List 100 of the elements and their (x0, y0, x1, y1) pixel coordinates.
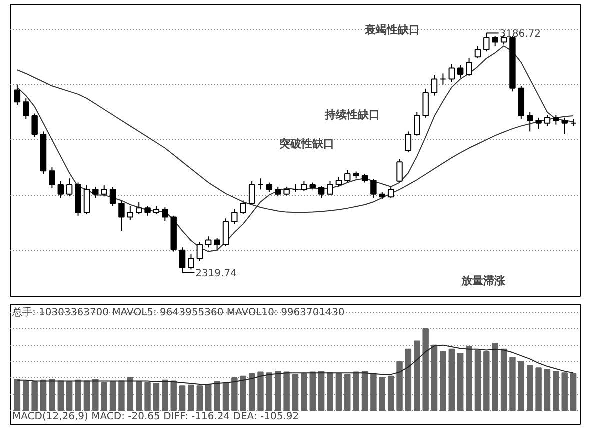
candlestick (110, 186, 116, 207)
bar (440, 351, 446, 412)
bar (379, 377, 386, 412)
bar (214, 382, 220, 412)
candlestick (66, 178, 73, 198)
bar (536, 368, 542, 412)
bar (484, 351, 490, 412)
candlestick (327, 180, 334, 196)
candlestick (206, 236, 212, 248)
candlestick (344, 170, 351, 184)
candlestick (32, 113, 38, 138)
bar (179, 386, 186, 412)
bar (526, 365, 534, 412)
candlestick (466, 58, 472, 77)
candlestick (492, 36, 498, 47)
bar (136, 382, 142, 412)
candlestick (388, 186, 394, 198)
text: MACD(12,26,9) MACD: -20.65 DIFF: -116.24 DEA: -105.92 (12, 412, 300, 422)
bar (448, 348, 456, 412)
candlestick (118, 200, 125, 232)
bar (92, 379, 99, 412)
bar (474, 350, 482, 412)
text: 放量滞涨 (460, 274, 507, 288)
bar (118, 380, 125, 412)
candlestick (49, 167, 56, 189)
candlestick (275, 186, 282, 198)
candlestick (92, 186, 99, 198)
candlestick (431, 74, 438, 96)
bar (14, 379, 21, 412)
candlestick (23, 98, 30, 120)
bar (170, 380, 177, 412)
bar (344, 374, 351, 412)
bar (500, 348, 508, 412)
candlestick (127, 206, 134, 221)
candlestick (222, 218, 230, 247)
bar (188, 384, 194, 412)
bar (301, 373, 308, 412)
bar (23, 380, 30, 412)
candlestick (448, 64, 456, 83)
bar (405, 348, 412, 412)
bar (466, 346, 472, 412)
bar (327, 372, 334, 412)
candlestick (232, 208, 238, 225)
candlestick (58, 180, 64, 198)
candlestick (214, 237, 220, 251)
candlestick (457, 64, 464, 78)
candlestick (301, 180, 308, 192)
bar (66, 382, 73, 412)
candlestick (422, 88, 429, 118)
candlestick (414, 112, 420, 136)
annotation: 3186.72 (500, 29, 542, 40)
bar (388, 376, 394, 412)
annotation: 2319.74 (196, 268, 237, 280)
bar (284, 372, 290, 412)
bar (275, 370, 282, 412)
bar (248, 373, 256, 412)
bar (492, 343, 498, 412)
candlestick (536, 117, 542, 130)
bar (422, 328, 429, 412)
bar (240, 376, 246, 412)
bar (562, 372, 568, 412)
candlestick (370, 178, 377, 198)
candlestick (318, 186, 325, 198)
candlestick (336, 176, 342, 188)
candlestick (84, 185, 90, 216)
candlestick (136, 202, 142, 216)
bar (544, 369, 551, 412)
bar (266, 372, 273, 412)
candlestick (188, 254, 194, 270)
bar (32, 382, 38, 412)
annotation: 持续性缺口 (324, 108, 380, 122)
bar (510, 357, 516, 412)
bar (570, 373, 577, 412)
candlestick (162, 207, 168, 222)
bar (292, 374, 299, 412)
bar (84, 380, 90, 412)
bar (553, 370, 560, 412)
candlestick (396, 158, 403, 184)
candlestick (526, 112, 534, 132)
bar (318, 370, 325, 412)
bar (414, 340, 420, 412)
bar (336, 373, 342, 412)
bar (49, 379, 56, 412)
candlestick (248, 180, 256, 206)
candlestick (292, 184, 299, 193)
bar (258, 372, 264, 412)
bar (196, 386, 204, 412)
annotation: 衰竭性缺口 (364, 24, 420, 37)
candlestick (258, 178, 264, 190)
candlestick (144, 206, 151, 216)
candlestick (562, 117, 568, 135)
bar (396, 361, 403, 412)
candlestick (101, 185, 108, 198)
bar (75, 380, 82, 412)
bar (206, 384, 212, 412)
text: 总手: 10303363700 MAVOL5: 9643955360 MAVOL10: 9963701430 (12, 306, 345, 318)
bar (144, 382, 151, 412)
bar (353, 372, 360, 412)
bar (153, 383, 160, 412)
bar (457, 352, 464, 412)
